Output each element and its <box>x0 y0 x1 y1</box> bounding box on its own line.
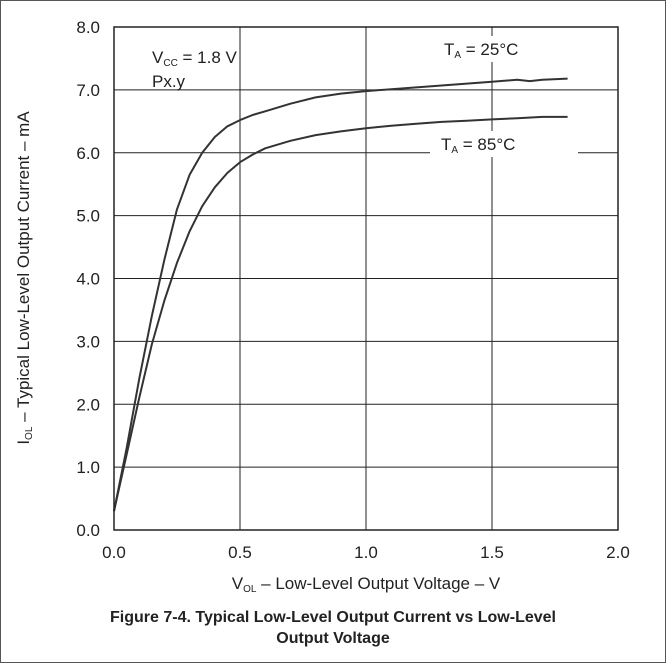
ta25-bg <box>433 36 583 62</box>
series-line-25c <box>113 77 568 512</box>
y-tick-label: 2.0 <box>76 395 100 414</box>
y-axis-label: IOL – Typical Low-Level Output Current –… <box>14 111 35 445</box>
y-tick-label: 5.0 <box>76 207 100 226</box>
series-group <box>113 77 568 512</box>
x-axis-label: VOL – Low-Level Output Voltage – V <box>232 574 501 595</box>
plot-border <box>113 26 619 531</box>
x-tick-label: 1.5 <box>480 543 504 562</box>
caption-line-1: Figure 7-4. Typical Low-Level Output Cur… <box>110 609 556 626</box>
figure-caption: Figure 7-4. Typical Low-Level Output Cur… <box>0 607 666 649</box>
chart: 0.0 0.5 1.0 1.5 2.0 0.0 1.0 2.0 3.0 4.0 5.0 6.0 7.0… <box>14 18 630 595</box>
y-tick-label: 1.0 <box>76 458 100 477</box>
x-tick-label: 0.0 <box>102 543 126 562</box>
y-tick-label: 4.0 <box>76 270 100 289</box>
caption-line-2: Output Voltage <box>276 630 390 647</box>
y-tick-label: 8.0 <box>76 18 100 37</box>
y-tick-label: 7.0 <box>76 81 100 100</box>
vcc-annotation: VCC = 1.8 V <box>152 48 238 69</box>
x-tick-label: 2.0 <box>606 543 630 562</box>
x-tick-label: 1.0 <box>354 543 378 562</box>
y-tick-label: 6.0 <box>76 144 100 163</box>
x-tick-label: 0.5 <box>228 543 252 562</box>
y-tick-label: 3.0 <box>76 332 100 351</box>
series-line-85c <box>113 115 568 512</box>
grid <box>114 27 618 530</box>
y-tick-labels: 0.0 1.0 2.0 3.0 4.0 5.0 6.0 7.0 8.0 <box>76 18 100 540</box>
ta25-annotation: TA = 25°C <box>444 40 518 61</box>
y-tick-label: 0.0 <box>76 521 100 540</box>
ta85-bg <box>430 131 578 157</box>
x-tick-labels: 0.0 0.5 1.0 1.5 2.0 <box>102 543 630 562</box>
ta85-annotation: TA = 85°C <box>441 135 515 156</box>
port-annotation: Px.y <box>152 72 186 91</box>
